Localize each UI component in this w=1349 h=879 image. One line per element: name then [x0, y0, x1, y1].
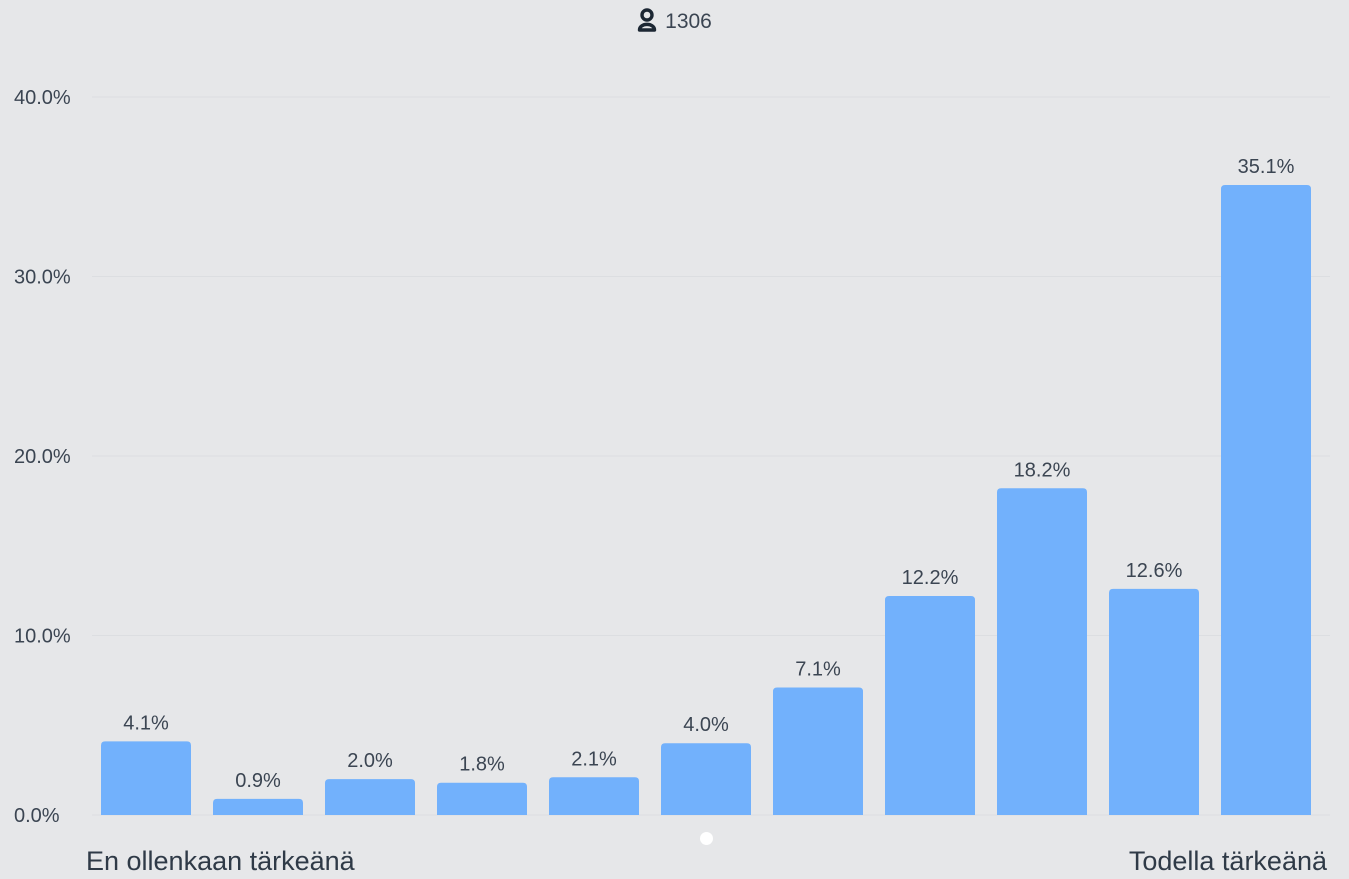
data-label-11: 35.1% [1238, 156, 1295, 178]
data-label-5: 2.1% [571, 748, 617, 770]
bar-6[interactable] [661, 743, 751, 815]
respondent-count: 1306 [0, 8, 1349, 38]
y-axis-ticks: 0.0% 10.0% 20.0% 30.0% 40.0% [14, 87, 71, 827]
data-label-9: 18.2% [1014, 459, 1071, 481]
person-icon [637, 8, 657, 38]
bar-2[interactable] [213, 798, 303, 815]
bar-7[interactable] [773, 687, 863, 815]
data-label-8: 12.2% [902, 567, 959, 589]
bar-5[interactable] [549, 777, 639, 815]
y-tick-label: 40.0% [14, 87, 71, 109]
data-label-1: 4.1% [123, 712, 169, 734]
data-label-3: 2.0% [347, 750, 393, 772]
y-tick-label: 0.0% [14, 805, 60, 827]
scale-low-label: En ollenkaan tärkeänä [86, 846, 355, 876]
scroll-indicator-dot[interactable] [700, 832, 713, 845]
data-label-6: 4.0% [683, 714, 729, 736]
bar-3[interactable] [325, 779, 415, 815]
bar-8[interactable] [885, 596, 975, 815]
scale-high-label: Todella tärkeänä [1128, 846, 1327, 876]
y-tick-label: 10.0% [14, 626, 71, 648]
y-tick-label: 20.0% [14, 446, 71, 468]
bar-1[interactable] [101, 741, 191, 815]
bar-11[interactable] [1221, 184, 1311, 815]
data-label-2: 0.9% [235, 770, 281, 792]
data-label-4: 1.8% [459, 754, 505, 776]
bar-9[interactable] [997, 488, 1087, 815]
bar-10[interactable] [1109, 588, 1199, 815]
bar-4[interactable] [437, 782, 527, 815]
data-labels: 4.1% 0.9% 2.0% 1.8% 2.1% 4.0% 7.1% 12.2% 18.2% 12… [123, 156, 1294, 792]
respondent-count-value: 1306 [665, 10, 712, 33]
data-label-7: 7.1% [795, 659, 841, 681]
bars [101, 184, 1311, 815]
y-tick-label: 30.0% [14, 267, 71, 289]
data-label-10: 12.6% [1126, 560, 1183, 582]
